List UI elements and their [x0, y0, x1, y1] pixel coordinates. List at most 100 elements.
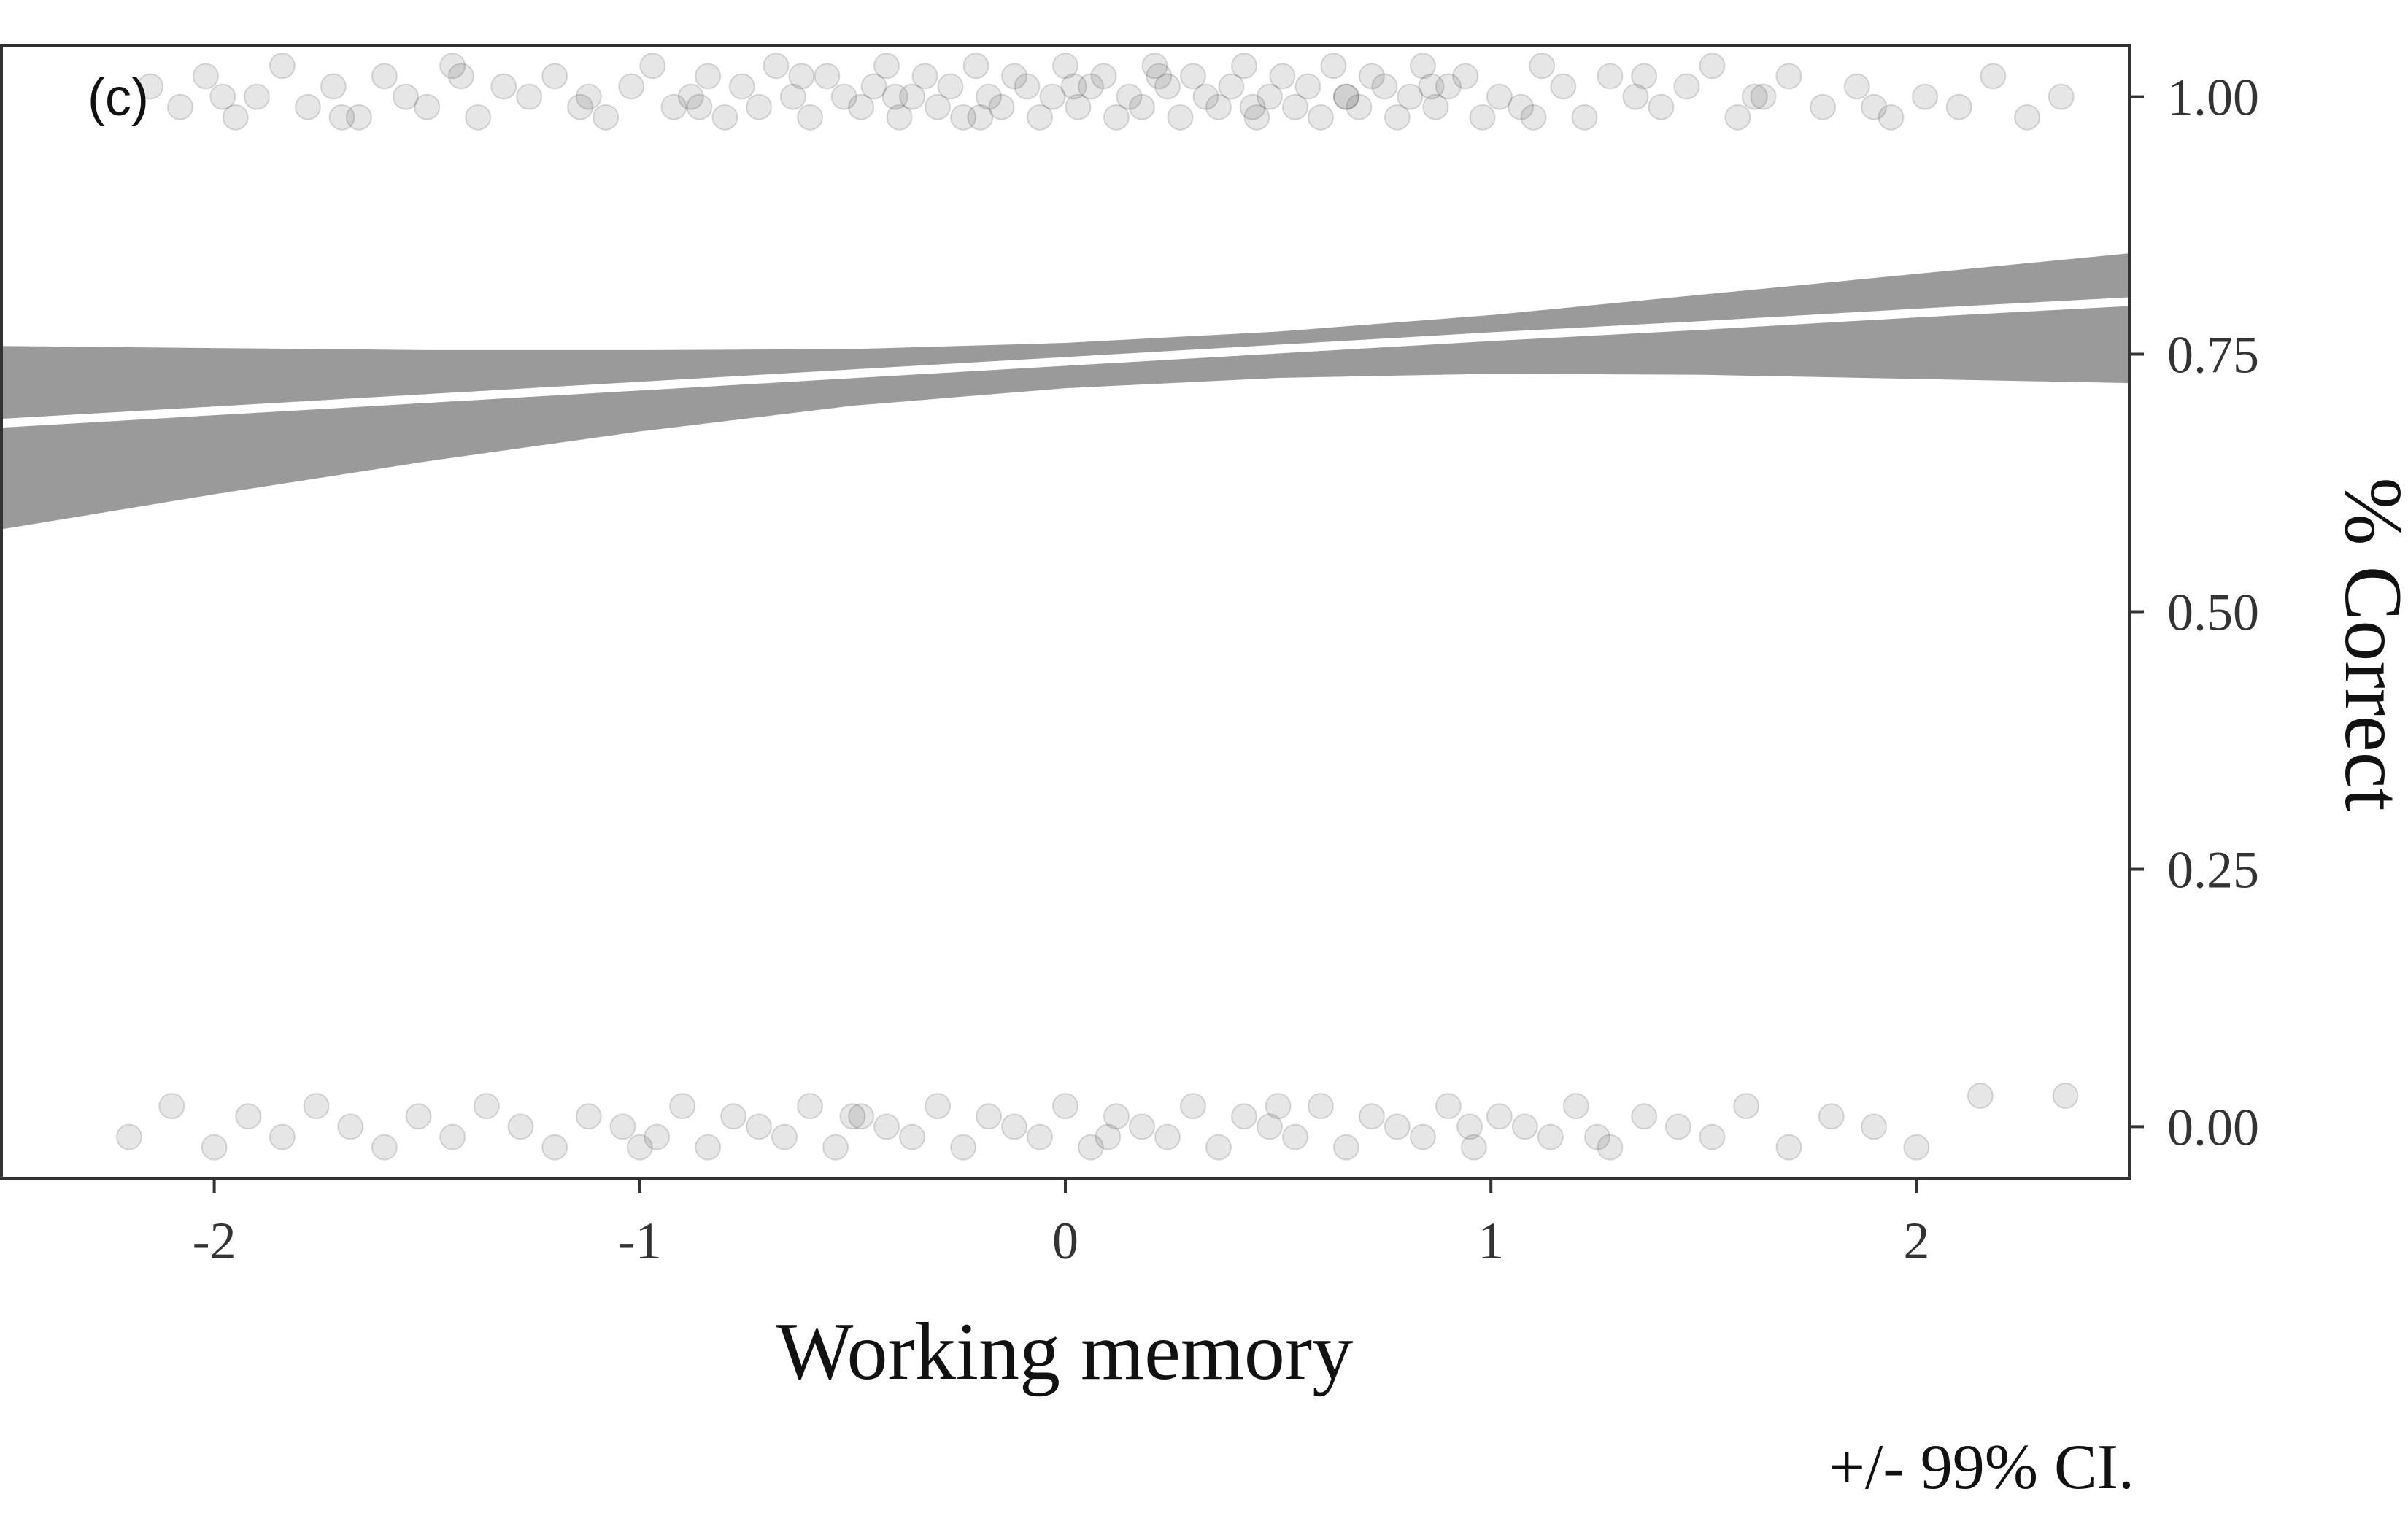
data-point	[593, 104, 620, 131]
fit-line-layer	[1, 297, 2130, 428]
data-point	[1511, 1113, 1538, 1140]
data-point	[1741, 83, 1768, 110]
data-point	[2048, 83, 2075, 110]
data-point	[209, 83, 236, 110]
data-point	[962, 53, 989, 80]
data-point	[1750, 83, 1777, 110]
data-point	[1967, 1083, 1994, 1110]
plot-frame	[0, 44, 2131, 1180]
data-point	[1095, 1123, 1122, 1150]
data-point	[1435, 73, 1462, 100]
data-point	[711, 104, 738, 131]
data-point	[320, 73, 347, 100]
data-point	[516, 83, 543, 110]
data-point	[1027, 104, 1054, 131]
data-point	[1332, 83, 1359, 110]
data-point	[1631, 63, 1658, 90]
data-point	[192, 63, 219, 90]
data-point	[967, 104, 994, 131]
y-tick-label: 0.50	[2167, 584, 2259, 642]
data-point	[1230, 53, 1257, 80]
data-point	[609, 1113, 636, 1140]
y-tick-label: 0.00	[2167, 1098, 2259, 1156]
data-point	[2014, 104, 2041, 131]
data-point	[1562, 1093, 1589, 1120]
data-point	[618, 73, 645, 100]
data-point	[746, 1113, 773, 1140]
data-point	[1810, 93, 1837, 120]
data-point	[137, 73, 164, 100]
data-point	[1230, 1103, 1257, 1130]
data-point	[1435, 1093, 1462, 1120]
data-point	[1861, 93, 1888, 120]
data-point	[490, 73, 517, 100]
data-point	[1843, 73, 1870, 100]
data-point	[541, 1134, 568, 1161]
x-tick-label: -1	[618, 1212, 662, 1270]
data-point	[414, 93, 441, 120]
panel-tag: (c)	[88, 69, 149, 127]
data-point	[567, 93, 594, 120]
data-point	[830, 83, 857, 110]
data-point	[1631, 1103, 1658, 1130]
data-point	[1980, 63, 2007, 90]
y-tick-label: 0.25	[2167, 840, 2259, 899]
data-point	[201, 1134, 228, 1161]
data-point	[988, 93, 1015, 120]
data-point	[1281, 1123, 1308, 1150]
data-point	[848, 1103, 875, 1130]
data-point	[925, 93, 952, 120]
data-point	[1179, 63, 1206, 90]
data-point	[1039, 83, 1066, 110]
data-point	[447, 63, 474, 90]
data-point	[771, 1123, 798, 1150]
data-point	[925, 1093, 952, 1120]
data-point	[937, 73, 964, 100]
data-point	[695, 1134, 722, 1161]
data-point	[839, 1103, 866, 1130]
data-point	[1384, 104, 1411, 131]
data-point	[1664, 1113, 1691, 1140]
data-point	[873, 1113, 900, 1140]
data-point	[1103, 1103, 1130, 1130]
data-point	[976, 83, 1003, 110]
data-point	[1903, 1134, 1930, 1161]
data-point	[1307, 1093, 1334, 1120]
data-point	[1320, 53, 1347, 80]
data-point	[1912, 83, 1939, 110]
data-point	[1077, 1134, 1104, 1161]
data-point	[1775, 1134, 1802, 1161]
data-point	[1537, 1123, 1564, 1150]
y-tick-label: 0.75	[2167, 326, 2259, 384]
data-point	[166, 93, 193, 120]
data-point	[886, 104, 913, 131]
data-point	[860, 73, 887, 100]
data-point	[507, 1113, 534, 1140]
data-point	[1346, 93, 1373, 120]
data-point	[243, 83, 270, 110]
data-point	[1192, 83, 1219, 110]
data-point	[1861, 1113, 1888, 1140]
data-point	[848, 93, 875, 120]
data-point	[371, 63, 398, 90]
data-point	[1597, 63, 1624, 90]
data-point	[1622, 83, 1649, 110]
data-point	[1001, 1113, 1028, 1140]
data-point	[1597, 1134, 1624, 1161]
data-point	[1065, 93, 1092, 120]
data-point	[1409, 1123, 1436, 1150]
x-tick-label: 0	[1052, 1212, 1078, 1270]
data-point	[1945, 93, 1972, 120]
data-point	[1452, 63, 1479, 90]
data-point	[1103, 104, 1130, 131]
data-point	[328, 104, 355, 131]
data-point	[1469, 104, 1496, 131]
data-point	[439, 1123, 466, 1150]
data-point	[1052, 1093, 1078, 1120]
data-point	[1154, 1123, 1181, 1150]
data-point	[575, 83, 602, 110]
fit-line	[1, 297, 2130, 428]
data-point	[222, 104, 249, 131]
data-point	[1060, 73, 1087, 100]
data-point	[669, 1093, 696, 1120]
